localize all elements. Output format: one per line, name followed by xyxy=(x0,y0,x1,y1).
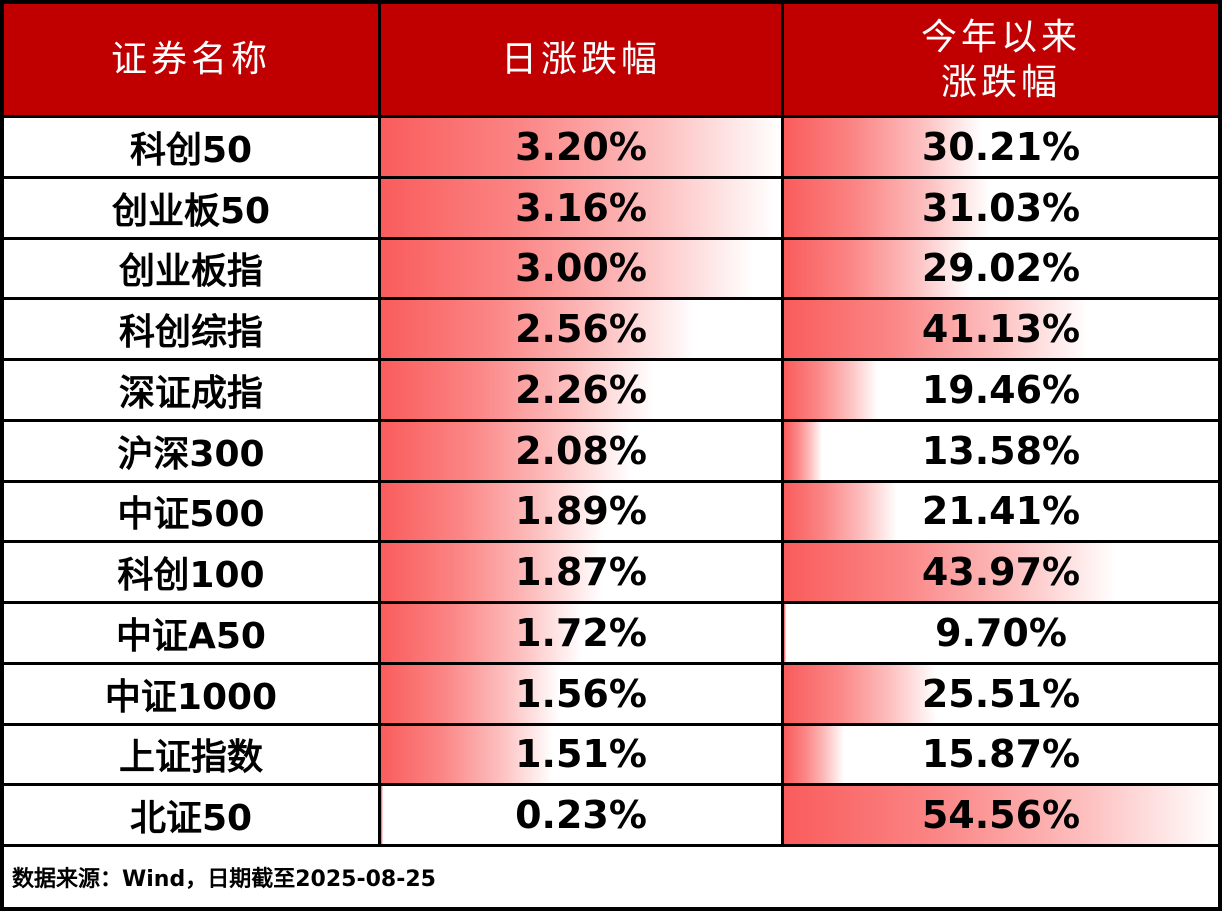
ytd-change-cell: 31.03% xyxy=(784,178,1218,237)
index-name-cell: 中证A50 xyxy=(4,604,378,662)
daily-change-databar xyxy=(381,604,582,662)
daily-change-cell: 3.20% xyxy=(381,118,781,176)
daily-change-value: 0.23% xyxy=(515,793,647,838)
ytd-change-value: 29.02% xyxy=(921,246,1081,291)
daily-change-cell: 1.72% xyxy=(381,604,781,662)
daily-change-value: 2.08% xyxy=(515,428,647,473)
ytd-change-databar xyxy=(784,725,844,784)
daily-change-databar xyxy=(381,239,755,298)
data-source-note: 数据来源：Wind，日期截至2025-08-25 xyxy=(4,847,1218,907)
ytd-change-value: 21.41% xyxy=(921,489,1081,534)
daily-change-value: 3.20% xyxy=(515,124,647,169)
ytd-change-cell: 25.51% xyxy=(784,664,1218,723)
ytd-change-cell: 29.02% xyxy=(784,239,1218,298)
ytd-change-value: 54.56% xyxy=(921,793,1081,838)
ytd-change-value: 19.46% xyxy=(921,367,1081,412)
daily-change-cell: 2.56% xyxy=(381,300,781,358)
daily-change-cell: 1.87% xyxy=(381,543,781,601)
daily-change-databar xyxy=(381,786,384,844)
index-name-cell: 上证指数 xyxy=(4,725,378,784)
index-name-cell: 创业板50 xyxy=(4,178,378,237)
daily-change-databar xyxy=(381,118,781,176)
daily-change-cell: 3.16% xyxy=(381,178,781,237)
ytd-change-databar xyxy=(784,543,1116,601)
ytd-change-value: 25.51% xyxy=(921,671,1081,716)
daily-change-cell: 3.00% xyxy=(381,239,781,298)
ytd-change-cell: 15.87% xyxy=(784,725,1218,784)
index-name-cell: 科创100 xyxy=(4,543,378,601)
ytd-change-databar xyxy=(784,300,1089,358)
daily-change-value: 2.56% xyxy=(515,307,647,352)
column-header-daily-change: 日涨跌幅 xyxy=(381,4,781,115)
ytd-change-cell: 30.21% xyxy=(784,118,1218,176)
ytd-change-value: 30.21% xyxy=(921,124,1081,169)
index-name-cell: 中证1000 xyxy=(4,664,378,723)
column-header-security-name: 证券名称 xyxy=(4,4,378,115)
daily-change-cell: 2.08% xyxy=(381,421,781,480)
daily-change-databar xyxy=(381,178,776,237)
ytd-change-cell: 21.41% xyxy=(784,482,1218,541)
index-name-cell: 沪深300 xyxy=(4,421,378,480)
column-header-ytd-change: 今年以来 涨跌幅 xyxy=(784,4,1218,115)
daily-change-cell: 1.56% xyxy=(381,664,781,723)
ytd-change-databar xyxy=(784,421,822,480)
ytd-change-value: 9.70% xyxy=(935,610,1067,655)
daily-change-databar xyxy=(381,725,554,784)
ytd-change-value: 13.58% xyxy=(921,428,1081,473)
ytd-change-cell: 13.58% xyxy=(784,421,1218,480)
ytd-change-cell: 19.46% xyxy=(784,361,1218,419)
index-name-cell: 北证50 xyxy=(4,786,378,844)
index-name-cell: 科创50 xyxy=(4,118,378,176)
daily-change-value: 1.72% xyxy=(515,610,647,655)
daily-change-value: 1.87% xyxy=(515,550,647,595)
daily-change-value: 3.16% xyxy=(515,185,647,230)
daily-change-databar xyxy=(381,543,602,601)
ytd-change-value: 31.03% xyxy=(921,185,1081,230)
ytd-change-cell: 54.56% xyxy=(784,786,1218,844)
ytd-change-databar xyxy=(784,786,1218,844)
ytd-change-databar xyxy=(784,361,879,419)
daily-change-cell: 2.26% xyxy=(381,361,781,419)
ytd-change-databar xyxy=(784,178,991,237)
daily-change-value: 3.00% xyxy=(515,246,647,291)
ytd-change-cell: 9.70% xyxy=(784,604,1218,662)
daily-change-value: 1.51% xyxy=(515,732,647,777)
daily-change-databar xyxy=(381,664,561,723)
index-name-cell: 创业板指 xyxy=(4,239,378,298)
daily-change-cell: 1.51% xyxy=(381,725,781,784)
index-name-cell: 科创综指 xyxy=(4,300,378,358)
daily-change-cell: 1.89% xyxy=(381,482,781,541)
ytd-change-value: 15.87% xyxy=(921,732,1081,777)
daily-change-databar xyxy=(381,300,695,358)
ytd-change-databar xyxy=(784,118,983,176)
ytd-change-cell: 41.13% xyxy=(784,300,1218,358)
index-name-cell: 深证成指 xyxy=(4,361,378,419)
ytd-change-databar xyxy=(784,482,898,541)
ytd-change-databar xyxy=(784,604,787,662)
daily-change-databar xyxy=(381,482,605,541)
daily-change-databar xyxy=(381,421,631,480)
daily-change-databar xyxy=(381,361,655,419)
daily-change-cell: 0.23% xyxy=(381,786,781,844)
ytd-change-cell: 43.97% xyxy=(784,543,1218,601)
ytd-change-databar xyxy=(784,239,971,298)
index-name-cell: 中证500 xyxy=(4,482,378,541)
daily-change-value: 1.56% xyxy=(515,671,647,716)
ytd-change-value: 41.13% xyxy=(921,307,1081,352)
daily-change-value: 2.26% xyxy=(515,367,647,412)
ytd-change-databar xyxy=(784,664,937,723)
ytd-change-value: 43.97% xyxy=(921,550,1081,595)
daily-change-value: 1.89% xyxy=(515,489,647,534)
